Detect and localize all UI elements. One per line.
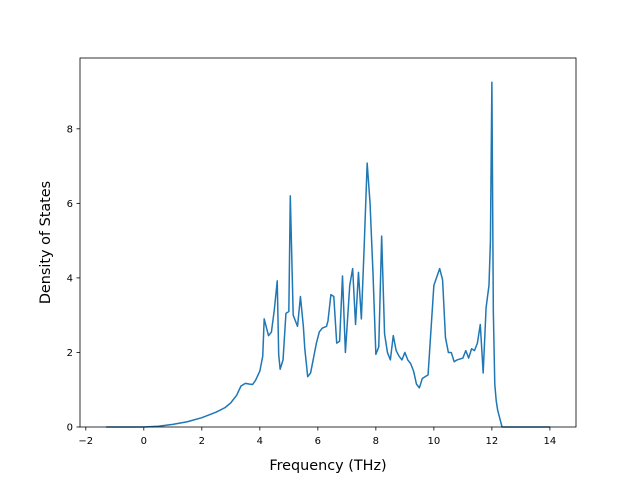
y-tick-label: 4: [67, 273, 73, 284]
y-tick-label: 0: [67, 423, 73, 434]
series-line: [106, 81, 550, 428]
axes-frame: [79, 57, 577, 428]
x-tick-label: 4: [257, 436, 263, 447]
x-tick-label: −2: [78, 436, 93, 447]
x-tick-label: 10: [428, 436, 441, 447]
axis-ticks: −2 0 2 4 6 8 10 12 14 0 2 4 6 8: [67, 124, 557, 447]
y-tick-label: 6: [67, 199, 73, 210]
x-tick-label: 0: [141, 436, 147, 447]
x-tick-label: 12: [486, 436, 499, 447]
x-axis-label: Frequency (THz): [269, 458, 386, 474]
x-tick-label: 8: [373, 436, 379, 447]
y-tick-label: 8: [67, 124, 73, 135]
y-axis-label: Density of States: [38, 181, 54, 304]
x-tick-label: 6: [315, 436, 321, 447]
x-tick-label: 2: [199, 436, 205, 447]
y-tick-label: 2: [67, 348, 73, 359]
x-tick-label: 14: [544, 436, 557, 447]
